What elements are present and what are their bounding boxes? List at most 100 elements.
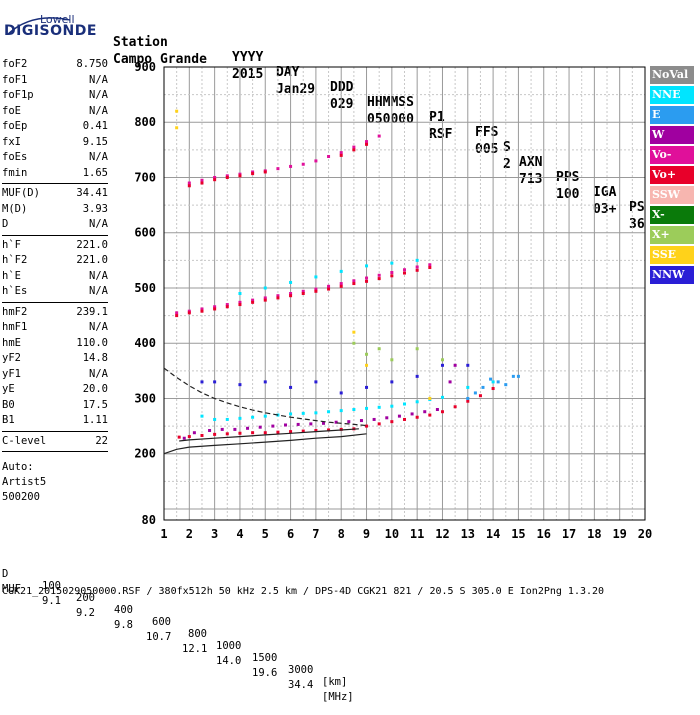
param-label: M(D) (2, 202, 28, 215)
data-point (415, 258, 419, 262)
header-value-pps: 100 (556, 187, 580, 202)
data-point (339, 151, 343, 155)
data-point (504, 383, 508, 387)
data-point (296, 422, 300, 426)
param-label: h`E (2, 269, 21, 282)
param-separator (2, 451, 108, 452)
data-point (352, 341, 356, 345)
data-point (481, 385, 485, 389)
profile-line (163, 433, 367, 455)
data-point (397, 414, 401, 418)
data-point (289, 385, 293, 389)
param-value: 34.41 (76, 187, 108, 199)
data-point (352, 148, 356, 152)
y-tick-label: 300 (134, 391, 156, 405)
data-point (359, 419, 363, 423)
data-point (491, 387, 495, 391)
data-point (415, 347, 419, 351)
header-label-station: Station (113, 35, 168, 50)
data-point (352, 408, 356, 412)
data-point (365, 385, 369, 389)
logo-lowell: Lowell (40, 13, 75, 26)
data-point (289, 164, 293, 168)
data-point (314, 159, 318, 163)
legend-entry: SSE (650, 246, 694, 264)
param-value: 17.5 (82, 398, 108, 411)
data-point (428, 266, 432, 270)
legend-entry: NNW (650, 266, 694, 284)
data-point (403, 271, 406, 275)
data-point (390, 274, 394, 278)
legend-entry: Vo+ (650, 166, 694, 184)
data-point (251, 300, 255, 304)
param-row: fxI 9.15 (2, 136, 108, 151)
data-point (301, 289, 305, 293)
data-point (238, 174, 242, 178)
data-point (365, 406, 369, 410)
param-label: B0 (2, 398, 15, 411)
data-point (516, 374, 520, 378)
header-label-hhmmss: HHMMSS (367, 95, 414, 110)
header-label-ddd: DDD (330, 80, 354, 95)
data-point (213, 307, 217, 311)
param-value: N/A (89, 104, 108, 117)
header-label-p1: P1 (429, 110, 445, 125)
data-point (263, 286, 267, 290)
data-point (390, 380, 394, 384)
data-point (200, 433, 204, 437)
data-point (415, 415, 419, 419)
data-point (365, 276, 369, 280)
legend-entry: E (650, 106, 694, 124)
legend-entry: NoVal (650, 66, 694, 84)
param-label: hmE (2, 336, 21, 349)
param-value: N/A (89, 367, 108, 380)
logo-digisonde: DIGISONDE (4, 23, 97, 39)
data-point (415, 265, 419, 269)
x-tick-label: 19 (612, 527, 626, 541)
data-point (225, 417, 229, 421)
data-point (390, 261, 394, 265)
data-point (440, 410, 444, 414)
data-point (466, 399, 470, 403)
data-point (187, 311, 191, 315)
x-tick-label: 2 (186, 527, 193, 541)
data-point (289, 292, 293, 295)
y-tick-label: 400 (134, 336, 156, 350)
param-row: M(D) 3.93 (2, 203, 108, 218)
data-point (276, 294, 280, 298)
data-point (289, 430, 293, 434)
x-tick-label: 18 (587, 527, 601, 541)
data-point (263, 298, 267, 302)
data-point (187, 181, 191, 185)
param-value: 1.11 (82, 414, 108, 426)
param-row: B0 17.5 (2, 399, 108, 414)
data-point (251, 170, 255, 174)
header-label-s: S (503, 140, 511, 155)
data-point (213, 178, 217, 182)
param-value: 14.8 (82, 352, 108, 364)
param-value: 221.0 (76, 254, 108, 266)
data-point (213, 417, 217, 421)
param-separator (2, 430, 108, 432)
data-point (238, 303, 242, 307)
x-tick-label: 14 (486, 527, 500, 541)
data-point (225, 174, 229, 178)
param-label: yF1 (2, 367, 21, 380)
footer-muf-value: 9.2 (76, 607, 95, 619)
data-point (473, 391, 477, 395)
data-point (251, 298, 255, 302)
data-point (352, 279, 356, 283)
y-tick-label: 200 (134, 447, 156, 461)
param-label: foF1p (2, 89, 34, 101)
param-label: MUF(D) (2, 187, 40, 199)
y-tick-label: 900 (134, 60, 156, 74)
data-point (263, 431, 267, 435)
data-point (365, 142, 369, 146)
data-point (385, 416, 389, 420)
footer-muf-value: 19.6 (252, 667, 278, 679)
data-point (309, 422, 313, 426)
data-point (339, 284, 343, 288)
data-point (390, 358, 394, 362)
footer-muf-value: 34.4 (288, 679, 314, 691)
footer-file-line: CGK21_2015029050000.RSF / 380fx512h 50 k… (2, 586, 605, 597)
